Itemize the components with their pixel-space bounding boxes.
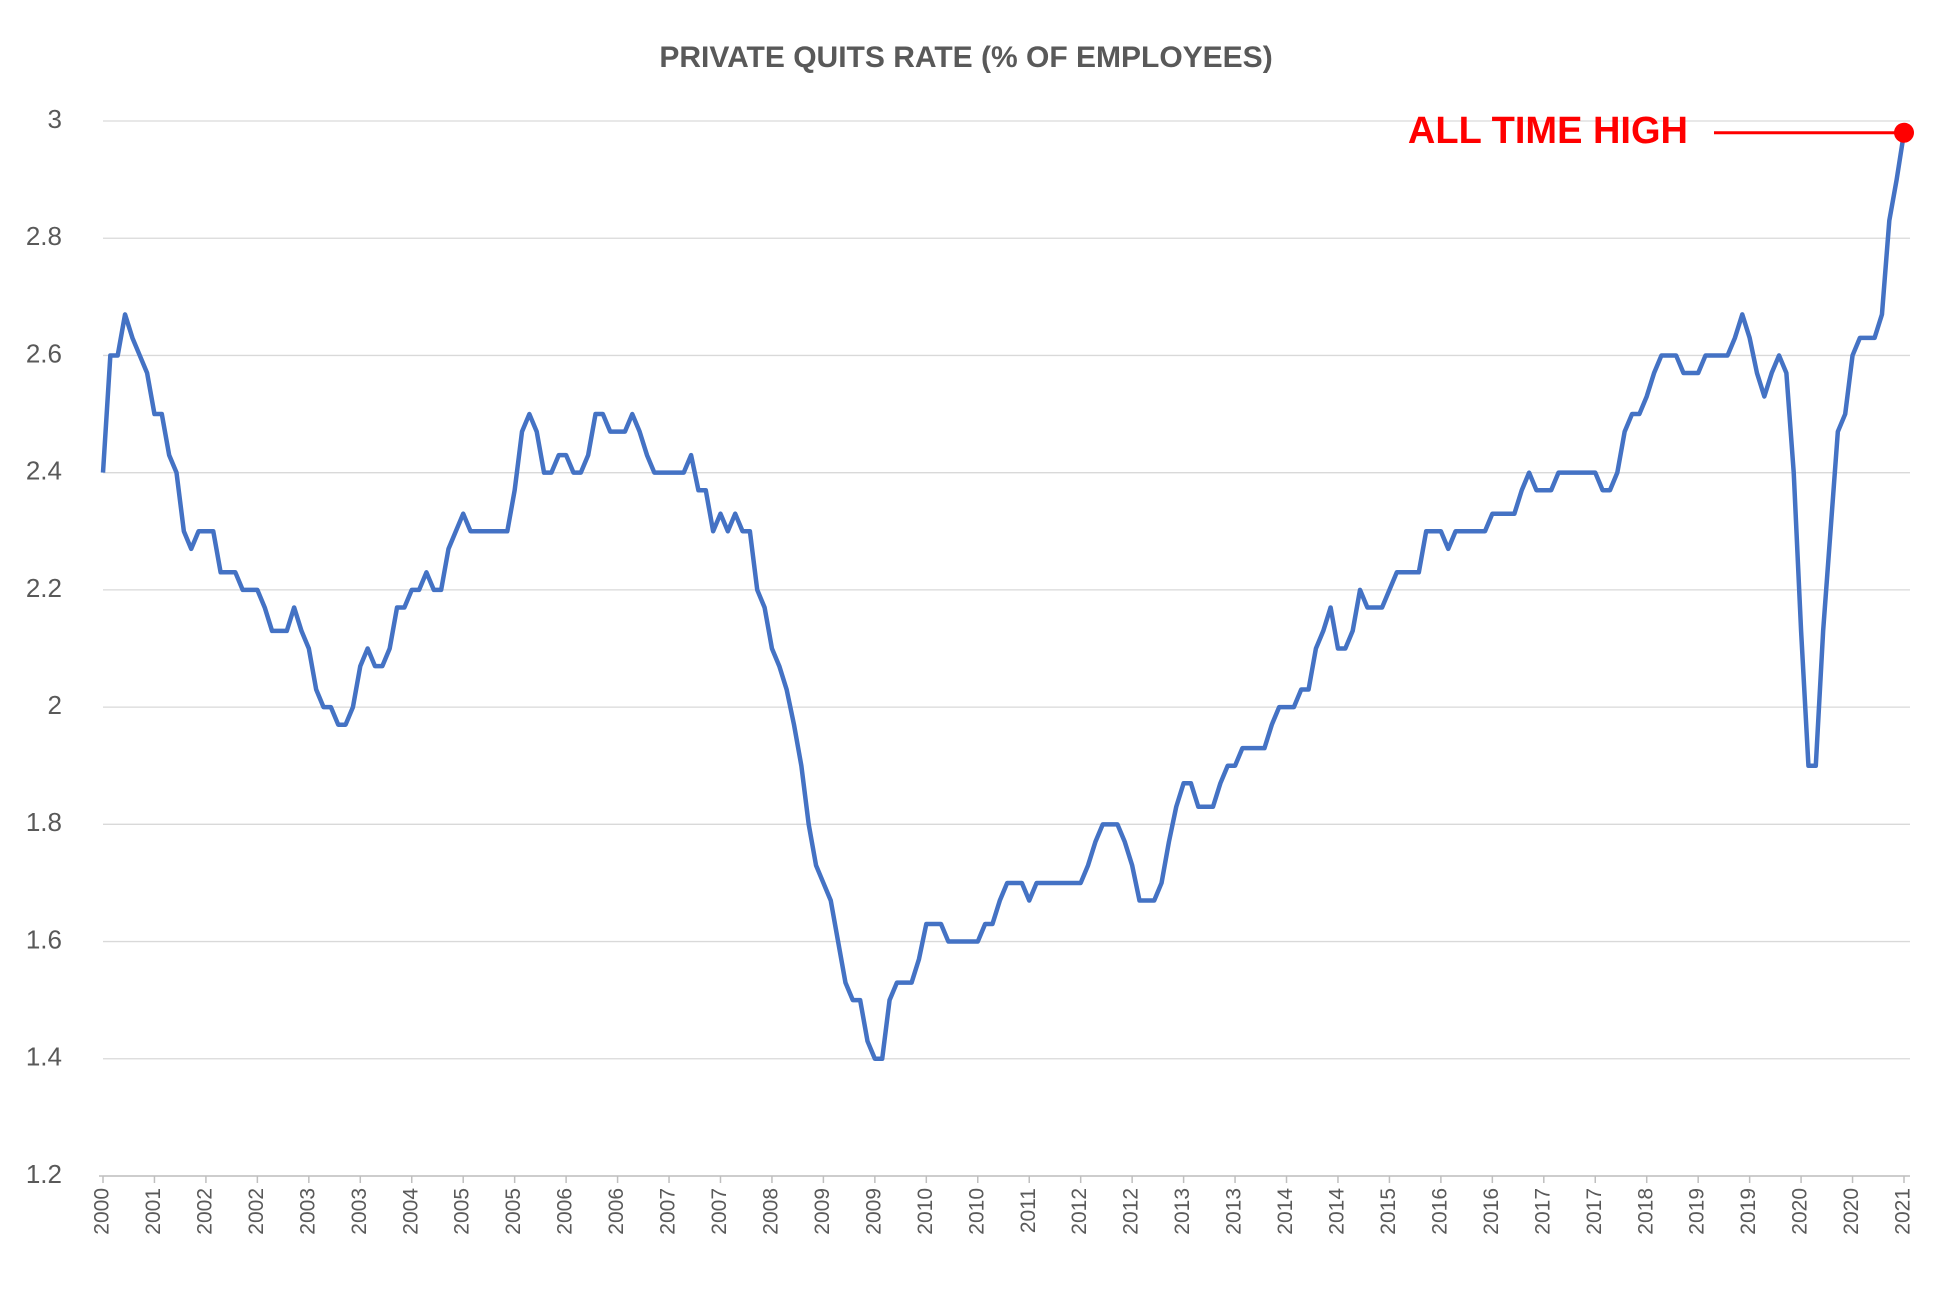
x-tick-label: 2016 [1428, 1188, 1451, 1235]
x-tick-label: 2013 [1171, 1188, 1194, 1235]
x-tick-label: 2003 [348, 1188, 371, 1235]
x-tick-label: 2017 [1531, 1188, 1554, 1235]
x-tick-label: 2020 [1840, 1188, 1863, 1235]
y-tick-label: 1.2 [26, 1159, 62, 1189]
x-tick-label: 2019 [1686, 1188, 1709, 1235]
line-series [100, 132, 1907, 1062]
x-tick-label: 2007 [657, 1188, 680, 1235]
x-tick-label: 2008 [759, 1188, 782, 1235]
x-tick-label: 2021 [1892, 1188, 1915, 1235]
y-tick-label: 2.4 [26, 456, 62, 486]
x-tick-label: 2005 [451, 1188, 474, 1235]
annotation-text: ALL TIME HIGH [1408, 110, 1688, 152]
x-tick-label: 2000 [91, 1188, 114, 1235]
x-tick-label: 2017 [1583, 1188, 1606, 1235]
x-tick-label: 2020 [1789, 1188, 1812, 1235]
x-tick-label: 2003 [296, 1188, 319, 1235]
x-tick-label: 2012 [1120, 1188, 1143, 1235]
x-tick-label: 2014 [1326, 1188, 1349, 1235]
y-tick-label: 1.6 [26, 924, 62, 954]
annotation-dot [1894, 122, 1914, 143]
chart-title: PRIVATE QUITS RATE (% OF EMPLOYEES) [659, 41, 1272, 74]
x-tick-label: 2018 [1634, 1188, 1657, 1235]
y-tick-label: 2.6 [26, 338, 62, 368]
y-tick-label: 2 [48, 690, 62, 720]
x-tick-label: 2009 [862, 1188, 885, 1235]
x-tick-label: 2014 [1274, 1188, 1297, 1235]
x-tick-label: 2010 [914, 1188, 937, 1235]
x-tick-label: 2009 [811, 1188, 834, 1235]
x-tick-label: 2002 [193, 1188, 216, 1235]
x-tick-label: 2016 [1480, 1188, 1503, 1235]
x-tick-label: 2002 [245, 1188, 268, 1235]
x-tick-label: 2013 [1223, 1188, 1246, 1235]
x-tick-label: 2006 [554, 1188, 577, 1235]
x-tick-label: 2019 [1737, 1188, 1760, 1235]
x-tick-label: 2004 [399, 1188, 422, 1235]
x-tick-label: 2001 [142, 1188, 165, 1235]
y-tick-label: 2.2 [26, 573, 62, 603]
y-tick-label: 2.8 [26, 221, 62, 251]
x-tick-label: 2005 [502, 1188, 525, 1235]
y-tick-label: 3 [48, 104, 62, 134]
x-tick-label: 2011 [1017, 1188, 1040, 1233]
x-tick-label: 2006 [605, 1188, 628, 1235]
x-tick-label: 2012 [1068, 1188, 1091, 1235]
x-tick-label: 2015 [1377, 1188, 1400, 1235]
y-tick-label: 1.4 [26, 1042, 62, 1072]
y-tick-label: 1.8 [26, 807, 62, 837]
x-tick-label: 2010 [965, 1188, 988, 1235]
x-tick-label: 2007 [708, 1188, 731, 1235]
